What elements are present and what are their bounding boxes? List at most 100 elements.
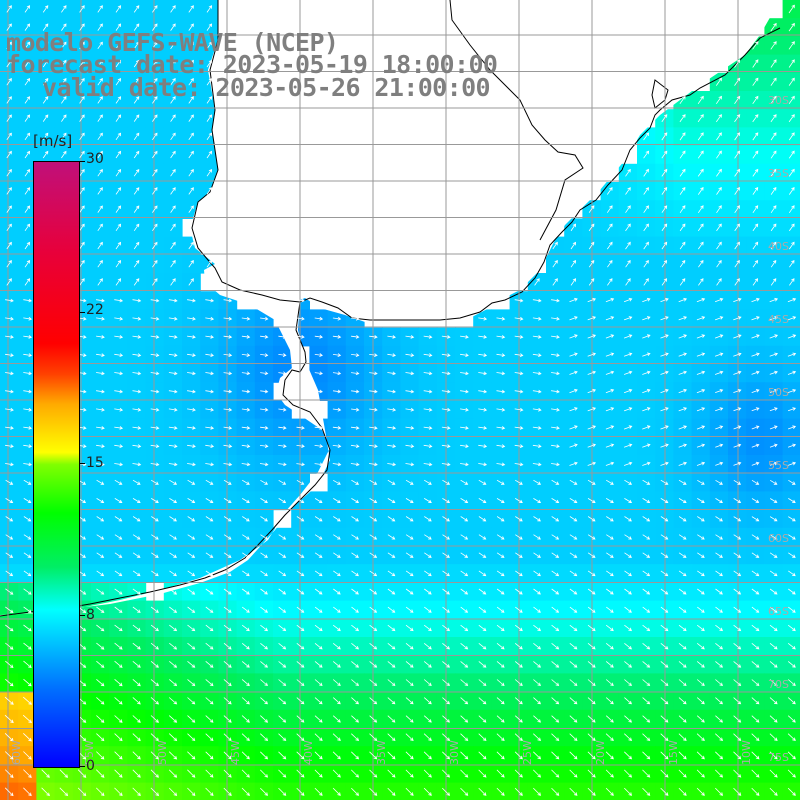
- field-cell: [163, 163, 183, 183]
- wind-arrow: [532, 298, 542, 303]
- wind-arrow: [714, 352, 724, 357]
- wind-arrow: [787, 679, 796, 687]
- wind-arrow: [23, 642, 32, 650]
- field-cell: [764, 236, 784, 256]
- wind-arrow: [751, 624, 760, 632]
- wind-arrow: [715, 461, 724, 466]
- wind-arrow: [42, 132, 49, 141]
- wind-arrow: [532, 371, 542, 376]
- wind-arrow: [551, 588, 560, 595]
- field-cell: [728, 72, 747, 92]
- wind-arrow: [442, 552, 450, 558]
- wind-arrow: [733, 552, 742, 558]
- wind-arrow: [168, 298, 178, 303]
- wind-arrow: [79, 132, 85, 141]
- wind-arrow: [770, 41, 777, 50]
- field-cell: [691, 127, 711, 147]
- field-cell: [54, 127, 74, 147]
- wind-arrow: [115, 23, 122, 31]
- wind-arrow: [278, 661, 287, 668]
- field-cell: [145, 254, 165, 274]
- wind-arrow: [770, 77, 777, 86]
- wind-arrow: [79, 223, 85, 232]
- wind-arrow: [114, 462, 124, 467]
- field-cell: [782, 673, 800, 693]
- field-cell: [36, 72, 56, 92]
- wind-arrow: [624, 733, 633, 742]
- wind-arrow: [241, 462, 251, 467]
- wind-arrow: [387, 570, 396, 577]
- wind-arrow: [387, 661, 396, 668]
- wind-arrow: [460, 479, 469, 485]
- wind-arrow: [733, 787, 742, 796]
- wind-arrow: [588, 259, 595, 268]
- wind-arrow: [605, 715, 614, 723]
- wind-arrow: [205, 606, 214, 613]
- wind-arrow: [5, 353, 14, 357]
- wind-arrow: [643, 187, 649, 195]
- field-cell: [127, 54, 147, 74]
- field-cell: [182, 54, 201, 74]
- wind-arrow: [460, 661, 469, 668]
- longitude-label: 10W: [740, 740, 753, 765]
- wind-arrow: [133, 132, 140, 141]
- wind-arrow: [96, 552, 105, 558]
- wind-arrow: [23, 426, 33, 430]
- wind-arrow: [387, 444, 397, 448]
- wind-arrow: [114, 444, 124, 448]
- wind-arrow: [223, 353, 233, 357]
- wind-arrow: [150, 298, 160, 303]
- wind-arrow: [332, 407, 342, 412]
- wind-arrow: [769, 751, 778, 760]
- field-cell: [91, 200, 110, 219]
- wind-arrow: [168, 371, 178, 376]
- wind-arrow: [696, 624, 705, 632]
- field-cell: [182, 18, 201, 37]
- wind-arrow: [96, 678, 105, 687]
- field-cell: [728, 236, 747, 256]
- wind-arrow: [96, 353, 105, 357]
- wind-arrow: [587, 425, 597, 430]
- wind-arrow: [625, 223, 631, 232]
- wind-arrow: [788, 223, 795, 232]
- field-cell: [709, 91, 729, 110]
- field-cell: [127, 18, 147, 37]
- wind-arrow: [661, 259, 668, 268]
- field-cell: [728, 218, 747, 238]
- wind-arrow: [152, 132, 158, 141]
- wind-arrow: [460, 787, 469, 796]
- wind-arrow: [187, 407, 196, 412]
- field-cell: [382, 782, 401, 800]
- wind-arrow: [623, 443, 633, 448]
- field-cell: [709, 109, 729, 128]
- wind-arrow: [241, 661, 250, 668]
- wind-arrow: [187, 498, 196, 503]
- wind-arrow: [187, 769, 196, 778]
- wind-arrow: [133, 77, 140, 86]
- wind-arrow: [569, 624, 578, 632]
- wind-arrow: [296, 715, 305, 723]
- wind-arrow: [150, 606, 159, 613]
- field-cell: [782, 728, 800, 747]
- wind-arrow: [643, 259, 649, 268]
- wind-arrow: [678, 715, 687, 723]
- wind-arrow: [733, 479, 742, 485]
- field-cell: [109, 273, 128, 292]
- wind-arrow: [278, 697, 287, 705]
- wind-arrow: [61, 41, 67, 50]
- wind-arrow: [788, 606, 796, 613]
- field-cell: [182, 127, 201, 147]
- wind-arrow: [532, 407, 542, 412]
- wind-arrow: [260, 606, 269, 613]
- wind-arrow: [79, 96, 85, 104]
- wind-arrow: [405, 588, 414, 595]
- wind-arrow: [552, 278, 558, 286]
- wind-arrow: [168, 407, 178, 412]
- wind-arrow: [187, 733, 196, 742]
- wind-arrow: [170, 96, 176, 104]
- wind-arrow: [114, 660, 123, 668]
- wind-arrow: [605, 297, 615, 303]
- wind-arrow: [223, 479, 232, 485]
- wind-arrow: [532, 444, 542, 448]
- field-cell: [72, 127, 92, 147]
